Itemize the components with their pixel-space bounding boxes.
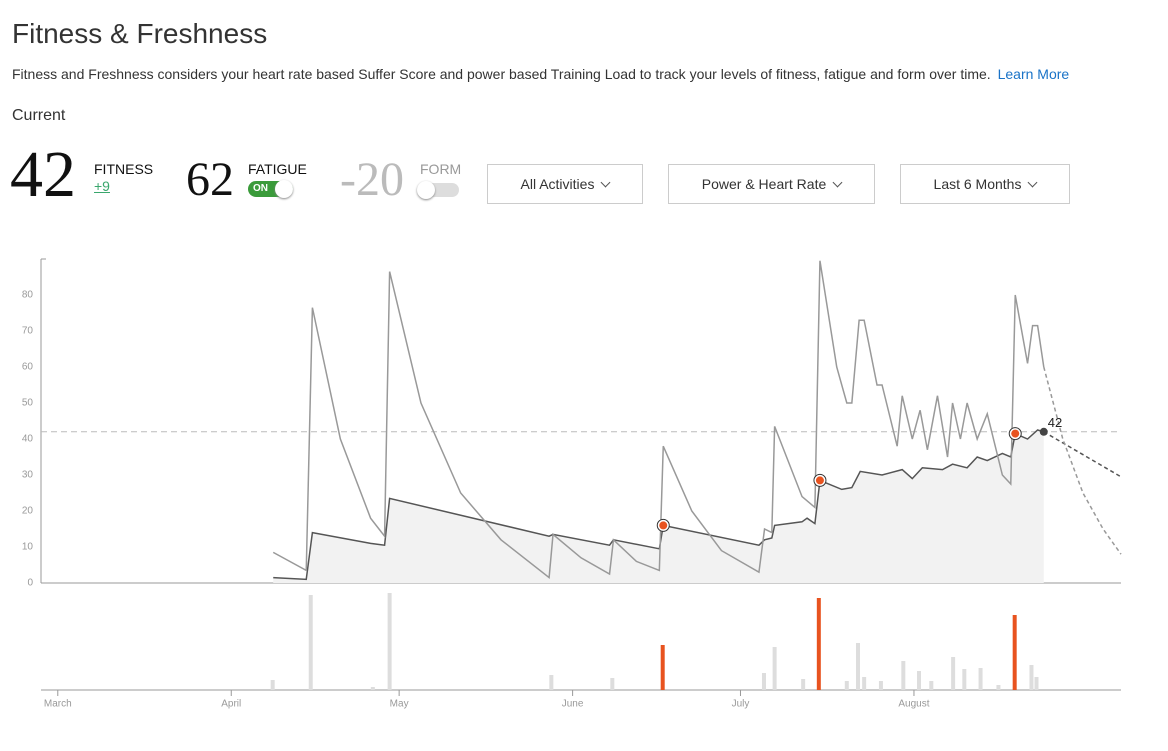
- activity-bar: [370, 687, 375, 690]
- series-area: [273, 430, 1044, 583]
- activity-filter[interactable]: All Activities: [487, 164, 643, 204]
- activity-bar: [862, 677, 867, 690]
- metric-filter[interactable]: Power & Heart Rate: [668, 164, 875, 204]
- y-tick-label: 40: [22, 434, 34, 445]
- current-point: [1039, 427, 1048, 436]
- series-line: [1043, 431, 1122, 478]
- fatigue-label: FATIGUE: [248, 161, 307, 177]
- activity-bar: [962, 669, 967, 690]
- form-label: FORM: [420, 161, 462, 177]
- learn-more-link[interactable]: Learn More: [997, 66, 1070, 82]
- y-tick-label: 60: [22, 362, 34, 373]
- activity-marker-dot: [815, 476, 824, 485]
- range-filter[interactable]: Last 6 Months: [900, 164, 1070, 204]
- fitness-change: +9: [94, 178, 110, 194]
- activity-bar: [816, 598, 821, 690]
- current-label: 42: [1048, 415, 1062, 430]
- x-tick-label: August: [898, 699, 929, 710]
- activity-bar: [916, 671, 921, 690]
- y-tick-label: 70: [22, 326, 34, 337]
- activity-bar: [901, 661, 906, 690]
- y-tick-label: 30: [22, 470, 34, 481]
- fatigue-toggle[interactable]: ON: [248, 180, 293, 198]
- activity-bar: [801, 679, 806, 690]
- x-tick-label: June: [562, 699, 584, 710]
- activity-bar: [951, 657, 956, 690]
- page-title: Fitness & Freshness: [12, 18, 268, 49]
- fitness-value: 42: [10, 138, 76, 211]
- fatigue-value: 62: [186, 153, 234, 206]
- activity-marker-dot: [1011, 429, 1020, 438]
- activity-bar: [660, 645, 665, 690]
- filter-text: Power & Heart Rate: [701, 176, 827, 192]
- x-tick-label: May: [390, 699, 409, 710]
- description: Fitness and Freshness considers your hea…: [12, 66, 1069, 82]
- series-line: [272, 260, 1045, 580]
- activity-bar: [549, 675, 554, 690]
- series-line: [1043, 366, 1122, 555]
- toggle-knob: [275, 180, 293, 198]
- activity-bar: [761, 673, 766, 690]
- y-tick-label: 20: [22, 506, 34, 517]
- activity-marker-dot: [659, 521, 668, 530]
- toggle-knob: [417, 181, 435, 199]
- activity-bar: [387, 593, 392, 690]
- filter-text: Last 6 Months: [933, 176, 1022, 192]
- y-tick-label: 0: [27, 578, 33, 589]
- y-tick-label: 80: [22, 290, 34, 301]
- toggle-text: ON: [253, 183, 268, 194]
- filter-text: All Activities: [520, 176, 595, 192]
- activity-bar: [1034, 677, 1039, 690]
- activity-bar: [844, 681, 849, 690]
- x-tick-label: July: [732, 699, 750, 710]
- y-tick-label: 50: [22, 398, 34, 409]
- activity-bar: [610, 678, 615, 690]
- activity-bar: [878, 681, 883, 690]
- activity-bar: [1029, 665, 1034, 690]
- activity-bar: [929, 681, 934, 690]
- description-text: Fitness and Freshness considers your hea…: [12, 66, 991, 82]
- x-tick-label: April: [221, 699, 241, 710]
- form-toggle[interactable]: [417, 181, 459, 199]
- form-value: -20: [340, 153, 404, 206]
- current-heading: Current: [12, 107, 66, 124]
- series-line: [273, 429, 1044, 581]
- y-tick-label: 10: [22, 542, 34, 553]
- activity-bar: [978, 668, 983, 690]
- activity-bar: [996, 685, 1001, 690]
- activity-bar: [772, 647, 777, 690]
- activity-bar: [270, 680, 275, 690]
- activity-bar: [308, 595, 313, 690]
- activity-bar: [1012, 615, 1017, 690]
- x-tick-label: March: [44, 699, 72, 710]
- activity-bar: [855, 643, 860, 690]
- fitness-label: FITNESS: [94, 161, 154, 177]
